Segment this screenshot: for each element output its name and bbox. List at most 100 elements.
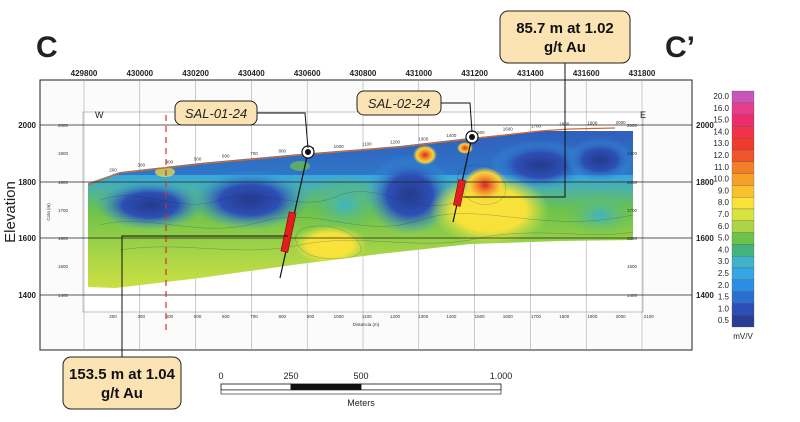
surface-distance-label: 200: [109, 168, 117, 173]
elevation-tick-right: 1600: [696, 234, 714, 243]
inner-elevation-tick-right: 1800: [627, 180, 638, 185]
distance-tick-label: 1100: [362, 314, 372, 319]
distance-tick-label: 1000: [334, 314, 345, 319]
surface-distance-label: 700: [250, 151, 258, 156]
section-start-label: C: [36, 31, 58, 64]
legend-value: 0.5: [718, 316, 730, 325]
easting-tick-label: 431400: [517, 69, 544, 78]
distance-tick-label: 1900: [587, 314, 598, 319]
distance-tick-label: 1200: [390, 314, 401, 319]
inner-elevation-tick-right: 1900: [627, 151, 638, 156]
elevation-tick-left: 1600: [18, 234, 36, 243]
west-label: W: [95, 110, 104, 120]
easting-tick-label: 430600: [294, 69, 321, 78]
drillhole-sal-01-24: [279, 145, 315, 279]
intercept-line1: 85.7 m at 1.02: [516, 20, 614, 37]
legend-swatch: [731, 256, 755, 269]
legend-value: 13.0: [713, 139, 729, 148]
intercept-line2: g/t Au: [544, 39, 586, 56]
elevation-axis-title: Elevation: [2, 181, 19, 243]
distance-tick-label: 2100: [644, 314, 655, 319]
legend-value: 15.0: [713, 116, 729, 125]
elevation-tick-right: 1800: [696, 178, 714, 187]
surface-distance-label: 1100: [362, 142, 372, 147]
legend-value: 14.0: [713, 127, 729, 136]
legend-value: 9.0: [718, 186, 730, 195]
surface-distance-label: 400: [166, 159, 174, 164]
surface-distance-label: 300: [137, 163, 145, 168]
easting-tick-label: 430400: [238, 69, 265, 78]
easting-tick-label: 431000: [405, 69, 432, 78]
distance-tick-label: 900: [307, 314, 315, 319]
legend-swatch: [731, 90, 755, 103]
legend-swatch: [731, 126, 755, 139]
legend-value: 11.0: [714, 163, 730, 172]
easting-tick-label: 431600: [573, 69, 600, 78]
legend-value: 2.5: [718, 269, 730, 278]
hole-name: SAL-01-24: [185, 106, 247, 121]
color-legend: 20.0 16.0 15.0 14.0 13.0 12.0 11.0 10.0 9.0 8.0 7.…: [713, 90, 755, 341]
intercept-callout-sal-01-24: 153.5 m at 1.04 g/t Au: [62, 356, 182, 410]
inner-elevation-tick: 1600: [58, 236, 69, 241]
distance-tick-label: 1500: [475, 314, 486, 319]
scale-unit: Meters: [347, 398, 375, 408]
legend-swatch: [731, 303, 755, 316]
distance-tick-label: 1300: [418, 314, 429, 319]
inner-elevation-tick: 1500: [58, 264, 69, 269]
surface-distance-label: 500: [194, 156, 202, 161]
inner-axis-label: Cota (m): [46, 203, 51, 221]
legend-swatch: [731, 114, 755, 127]
inner-elevation-tick-right: 1600: [627, 236, 638, 241]
distance-tick-label: 1800: [559, 314, 570, 319]
scale-tick: 250: [283, 371, 298, 381]
surface-distance-label: 1200: [390, 139, 401, 144]
legend-swatch: [731, 244, 755, 257]
legend-value: 10.0: [713, 175, 729, 184]
inner-elevation-tick: 1700: [58, 208, 69, 213]
legend-swatch: [731, 173, 755, 186]
legend-value: 1.0: [718, 304, 730, 313]
legend-swatch: [731, 161, 755, 174]
scale-tick: 0: [218, 371, 223, 381]
legend-value: 5.0: [718, 234, 730, 243]
easting-tick-label: 430000: [126, 69, 153, 78]
surface-distance-label: 1800: [559, 121, 570, 126]
legend-value: 4.0: [718, 245, 730, 254]
elevation-tick-left: 1400: [18, 291, 36, 300]
legend-value: 12.0: [713, 151, 729, 160]
legend-unit: mV/V: [733, 332, 753, 341]
legend-value: 7.0: [718, 210, 730, 219]
legend-swatch: [731, 208, 755, 221]
intercept-line1: 153.5 m at 1.04: [69, 366, 176, 383]
easting-tick-label: 429800: [71, 69, 98, 78]
elevation-tick-left: 1800: [18, 178, 36, 187]
distance-tick-label: 800: [278, 314, 286, 319]
intercept-callout-sal-02-24: 85.7 m at 1.02 g/t Au: [499, 10, 631, 64]
legend-swatch: [731, 291, 755, 304]
inner-elevation-tick-right: 1500: [627, 264, 638, 269]
elevation-tick-right: 1400: [696, 291, 714, 300]
legend-swatch: [731, 138, 755, 151]
inner-elevation-tick: 1400: [58, 293, 69, 298]
hole-name: SAL-02-24: [368, 96, 430, 111]
distance-tick-label: 500: [194, 314, 202, 319]
legend-swatch: [731, 315, 755, 328]
legend-value: 3.0: [718, 257, 730, 266]
legend-value: 1.5: [718, 293, 730, 302]
distance-tick-label: 1700: [531, 314, 542, 319]
elevation-tick-right: 2000: [696, 121, 714, 130]
surface-distance-label: 1000: [334, 144, 345, 149]
drillhole-sal-02-24: [452, 130, 479, 223]
legend-swatch: [731, 279, 755, 292]
intercept-segment-sal-02-24: [453, 179, 466, 207]
elevation-lines: [40, 124, 692, 296]
elevation-tick-left: 2000: [18, 121, 36, 130]
distance-tick-label: 2000: [616, 314, 627, 319]
surface-distance-label: 600: [222, 154, 230, 159]
easting-tick-label: 431800: [629, 69, 656, 78]
legend-swatch: [731, 102, 755, 115]
scale-tick: 1.000: [490, 371, 513, 381]
legend-swatch: [731, 197, 755, 210]
leader-lines: [121, 45, 566, 357]
